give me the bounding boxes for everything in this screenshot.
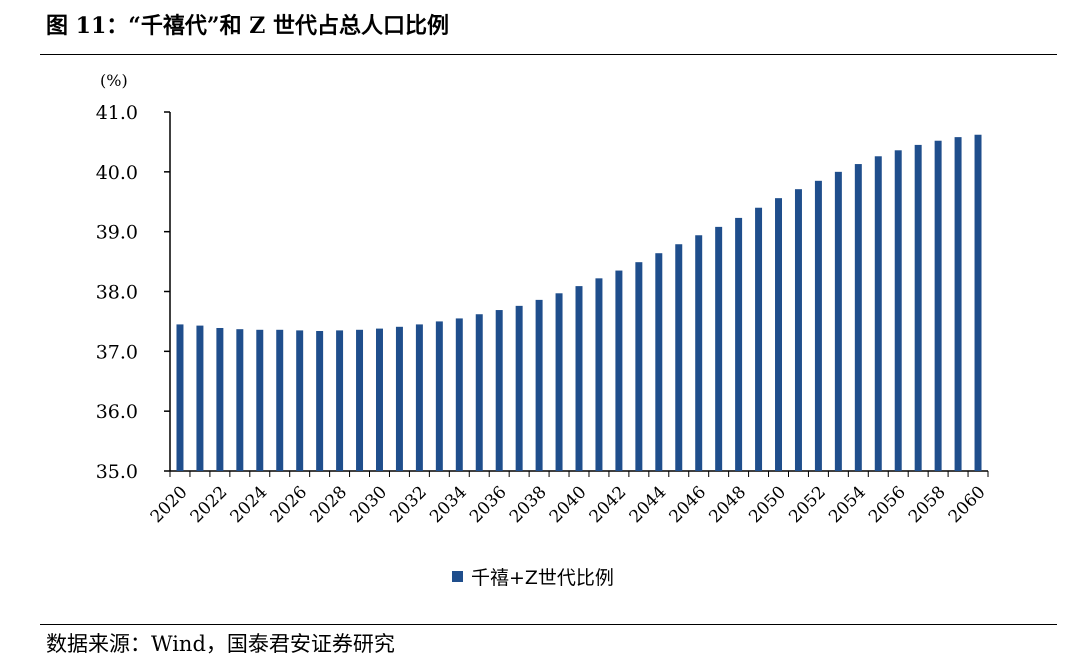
bar-2055 xyxy=(874,156,882,471)
x-tick-label: 2060 xyxy=(945,482,990,527)
bar-2038 xyxy=(535,299,543,471)
y-tick-label: 37.0 xyxy=(96,341,138,363)
bar-2035 xyxy=(475,314,483,471)
bar-2034 xyxy=(455,318,463,471)
bar-2054 xyxy=(854,164,862,471)
y-unit-label: (%) xyxy=(100,71,128,90)
bar-2057 xyxy=(914,144,922,472)
bar-2036 xyxy=(495,310,503,471)
x-tick-label: 2048 xyxy=(705,482,750,527)
bar-2023 xyxy=(236,329,244,471)
bar-2049 xyxy=(755,207,763,471)
y-tick-label: 39.0 xyxy=(96,222,138,244)
x-tick-label: 2036 xyxy=(466,482,511,527)
bar-2020 xyxy=(176,324,184,471)
x-tick-label: 2030 xyxy=(346,482,391,527)
bar-2040 xyxy=(575,286,583,471)
bar-2052 xyxy=(814,180,822,471)
legend: 千禧+Z世代比例 xyxy=(452,567,614,589)
x-tick-label: 2042 xyxy=(586,482,631,527)
bar-2050 xyxy=(775,198,783,471)
y-tick-label: 38.0 xyxy=(96,282,138,304)
x-tick-label: 2028 xyxy=(306,482,351,527)
bar-2030 xyxy=(375,328,383,471)
bar-series xyxy=(176,134,982,472)
bar-2032 xyxy=(415,324,423,471)
source-note: 数据来源：Wind，国泰君安证券研究 xyxy=(46,632,395,656)
legend-label: 千禧+Z世代比例 xyxy=(471,567,614,589)
legend-swatch xyxy=(452,571,463,582)
x-tick-label: 2024 xyxy=(227,482,272,527)
bar-2046 xyxy=(695,235,703,471)
bar-2037 xyxy=(515,305,523,471)
bar-2029 xyxy=(356,329,364,471)
top-rule xyxy=(40,54,1057,55)
bar-2026 xyxy=(296,330,304,471)
bar-2053 xyxy=(834,171,842,472)
bar-2047 xyxy=(715,226,723,471)
y-tick-label: 41.0 xyxy=(96,102,138,124)
x-tick-label: 2052 xyxy=(785,482,830,527)
bar-2051 xyxy=(794,189,802,471)
bar-2039 xyxy=(555,293,563,471)
bar-2045 xyxy=(675,244,683,471)
x-axis: 2020202220242026202820302032203420362038… xyxy=(147,470,990,527)
bar-2041 xyxy=(595,278,603,471)
x-tick-label: 2056 xyxy=(865,482,910,527)
bar-2028 xyxy=(336,330,344,471)
bar-2044 xyxy=(655,253,663,471)
x-tick-label: 2034 xyxy=(426,482,471,527)
bar-2056 xyxy=(894,150,902,471)
x-tick-label: 2022 xyxy=(187,482,232,527)
bar-2027 xyxy=(316,330,324,471)
y-axis: 35.0 36.0 37.0 38.0 39.0 40.0 41.0 xyxy=(96,102,171,483)
y-tick-label: 40.0 xyxy=(96,162,138,184)
bar-chart: (%) 35.036.037.038.039.040.041.0 2020202… xyxy=(96,71,990,589)
bar-2033 xyxy=(435,321,443,471)
x-tick-label: 2032 xyxy=(386,482,431,527)
x-tick-label: 2050 xyxy=(745,482,790,527)
y-tick-label: 35.0 xyxy=(96,461,138,483)
figure-title: 图 11：“千禧代”和 Z 世代占总人口比例 xyxy=(46,13,449,39)
bar-2025 xyxy=(276,329,284,471)
x-tick-label: 2046 xyxy=(666,482,711,527)
x-tick-label: 2044 xyxy=(626,482,671,527)
bar-2060 xyxy=(974,134,982,471)
bar-2024 xyxy=(256,329,264,471)
bar-2058 xyxy=(934,140,942,471)
bar-2022 xyxy=(216,327,224,471)
bar-2048 xyxy=(735,217,743,471)
bar-2043 xyxy=(635,262,643,471)
x-tick-label: 2040 xyxy=(546,482,591,527)
x-tick-label: 2038 xyxy=(506,482,551,527)
x-tick-label: 2058 xyxy=(905,482,950,527)
x-tick-label: 2020 xyxy=(147,482,192,527)
bar-2059 xyxy=(954,137,962,471)
bar-2021 xyxy=(196,325,204,471)
bar-2042 xyxy=(615,270,623,471)
x-tick-label: 2026 xyxy=(266,482,311,527)
y-tick-label: 36.0 xyxy=(96,401,138,423)
bottom-rule xyxy=(40,624,1057,625)
bar-2031 xyxy=(395,326,403,471)
x-tick-label: 2054 xyxy=(825,482,870,527)
